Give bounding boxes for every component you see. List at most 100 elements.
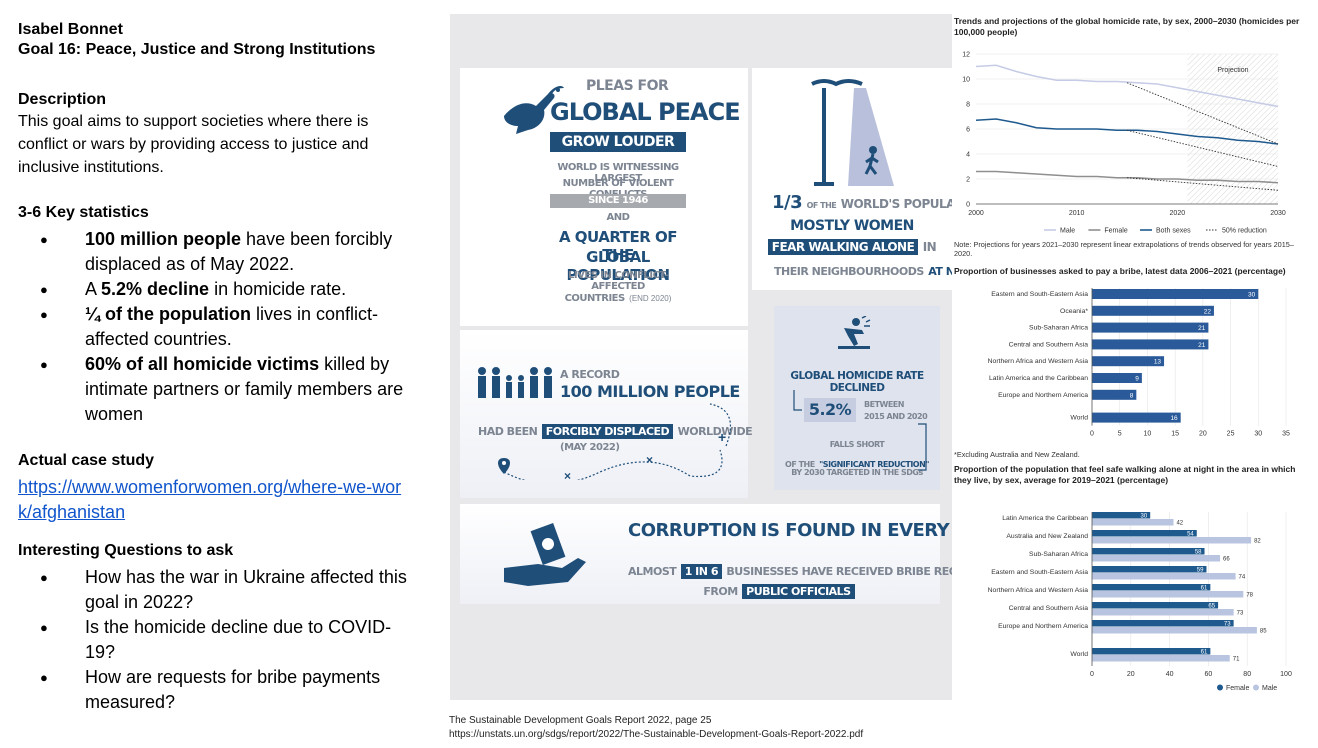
bar [1092, 412, 1181, 423]
source-citation: The Sustainable Development Goals Report… [449, 714, 863, 742]
series-line-50-reduction [1126, 82, 1279, 145]
bar-male [1092, 537, 1252, 544]
bar-value-label: 21 [1198, 342, 1206, 349]
bar-value-label: 59 [1197, 568, 1204, 574]
category-label: Northern Africa and Western Asia [988, 358, 1089, 365]
dove-icon [504, 86, 564, 134]
chart3-title: Proportion of the population that feel s… [954, 464, 1296, 485]
bar-female [1092, 566, 1207, 573]
bar-value-label: 73 [1237, 611, 1244, 617]
peace-line8: A QUARTER OF THE [558, 228, 678, 264]
description-title: Description [18, 91, 107, 108]
x-tick-label: 25 [1227, 431, 1235, 438]
x-tick-label: 80 [1243, 671, 1251, 678]
legend-swatch [1253, 684, 1259, 691]
homicide-title: GLOBAL HOMICIDE RATE DECLINED [790, 370, 924, 394]
x-tick-label: 20 [1199, 431, 1207, 438]
x-tick-label: 10 [1144, 431, 1152, 438]
homicide-connector [793, 390, 927, 471]
bar-female [1092, 602, 1219, 609]
x-tick-label: 15 [1171, 431, 1179, 438]
homicide-sig-row: OF THE "SIGNIFICANT REDUCTION" [785, 460, 929, 469]
case-study-link[interactable]: https://www.womenforwomen.org/where-we-w… [18, 477, 402, 522]
bar-value-label: 61 [1201, 650, 1208, 656]
bar-value-label: 74 [1239, 575, 1246, 581]
y-tick-label: 6 [966, 127, 970, 134]
night-mostly: MOSTLY WOMEN [790, 218, 914, 234]
bar-male [1092, 655, 1230, 662]
legend-label: Both sexes [1156, 228, 1191, 235]
legend-label: Male [1262, 685, 1277, 692]
bar-value-label: 22 [1204, 308, 1212, 315]
y-tick-label: 4 [966, 152, 970, 159]
bar [1092, 339, 1209, 350]
bar-male [1092, 573, 1236, 580]
peace-line3: GROW LOUDER [550, 132, 686, 152]
bar-value-label: 13 [1154, 359, 1162, 366]
peace-line1: PLEAS FOR [586, 78, 669, 94]
bar [1092, 356, 1165, 367]
legend-label: 50% reduction [1222, 228, 1267, 235]
peace-line9: GLOBAL POPULATION [566, 248, 670, 284]
infographic: PLEAS FOR GLOBAL PEACE GROW LOUDER WORLD… [450, 14, 952, 700]
chart2-note: *Excluding Australia and New Zealand. [954, 450, 1080, 459]
peace-line2: GLOBAL PEACE [550, 98, 741, 126]
bar-value-label: 16 [1170, 415, 1178, 422]
bar-value-label: 73 [1224, 622, 1231, 628]
legend-label: Female [1104, 228, 1127, 235]
x-tick-label: 60 [1205, 671, 1213, 678]
series-line-50-reduction [1126, 177, 1279, 191]
legend-swatch [1217, 684, 1223, 691]
stat-item: 100 million people have been forcibly di… [18, 227, 418, 277]
homicide-by2030: BY 2030 TARGETED IN THE SDGs [791, 468, 923, 477]
bar-male [1092, 627, 1257, 634]
series-line-male [975, 64, 1279, 108]
case-study-title: Actual case study [18, 452, 155, 469]
peace-line10: LIVES IN CONFLICT-AFFECTED [568, 270, 668, 292]
category-label: Oceania* [1060, 308, 1088, 315]
peace-line4: WORLD IS WITNESSING LARGEST [557, 162, 679, 184]
stat-item: A 5.2% decline in homicide rate. [18, 277, 418, 302]
bar-value-label: 21 [1198, 325, 1206, 332]
x-tick-label: 0 [1090, 671, 1094, 678]
stat-item: ¼ of the population lives in conflict-af… [18, 302, 418, 352]
question-item: How are requests for bribe payments meas… [18, 665, 418, 715]
corruption-row3: FROM PUBLIC OFFICIALS [628, 582, 930, 600]
x-tick-label: 5 [1118, 431, 1122, 438]
description-text: This goal aims to support societies wher… [18, 113, 369, 176]
night-row4: THEIR NEIGHBOURHOODS AT NIGHT [774, 265, 952, 278]
bar-value-label: 30 [1141, 514, 1148, 520]
safe-walking-chart: 0 20 40 60 80 100 Latin America the Caribbean 3… [988, 512, 1292, 692]
bar-male [1092, 591, 1244, 598]
bar-value-label: 66 [1223, 557, 1230, 563]
svg-text:+: + [718, 429, 726, 445]
notes-column: Isabel Bonnet Goal 16: Peace, Justice an… [18, 20, 418, 715]
category-label: Sub-Saharan Africa [1029, 551, 1088, 558]
displaced-row: HAD BEEN FORCIBLY DISPLACED WORLDWIDE [478, 424, 753, 439]
peace-panel: PLEAS FOR GLOBAL PEACE GROW LOUDER WORLD… [460, 68, 748, 326]
corruption-row2: ALMOST 1 IN 6 BUSINESSES HAVE RECEIVED B… [628, 564, 952, 579]
bar-male [1092, 609, 1234, 616]
legend-label: Female [1226, 685, 1249, 692]
questions-list: How has the war in Ukraine affected this… [18, 565, 418, 715]
bar-value-label: 71 [1233, 657, 1240, 663]
category-label: Central and Southern Asia [1009, 605, 1089, 612]
x-tick-label: 2020 [1170, 210, 1186, 217]
bar-value-label: 82 [1254, 539, 1261, 545]
category-label: Eastern and South-Eastern Asia [991, 569, 1088, 576]
series-line-50-reduction [1126, 129, 1279, 167]
y-tick-label: 0 [966, 202, 970, 209]
migration-path-icon: × × + [498, 403, 731, 480]
projection-label: Projection [1217, 67, 1248, 74]
category-label: Latin America and the Caribbean [989, 375, 1088, 382]
bar-value-label: 30 [1248, 292, 1256, 299]
category-label: Central and Southern Asia [1009, 341, 1089, 348]
bar-value-label: 42 [1176, 521, 1183, 527]
author-name: Isabel Bonnet [18, 21, 123, 38]
y-tick-label: 2 [966, 177, 970, 184]
bar-female [1092, 512, 1151, 519]
night-panel: 1/3 OF THE WORLD'S POPULATION MOSTLY WOM… [752, 68, 952, 290]
x-tick-label: 2030 [1270, 210, 1286, 217]
bar [1092, 322, 1209, 333]
bribe-money-icon [504, 522, 586, 586]
